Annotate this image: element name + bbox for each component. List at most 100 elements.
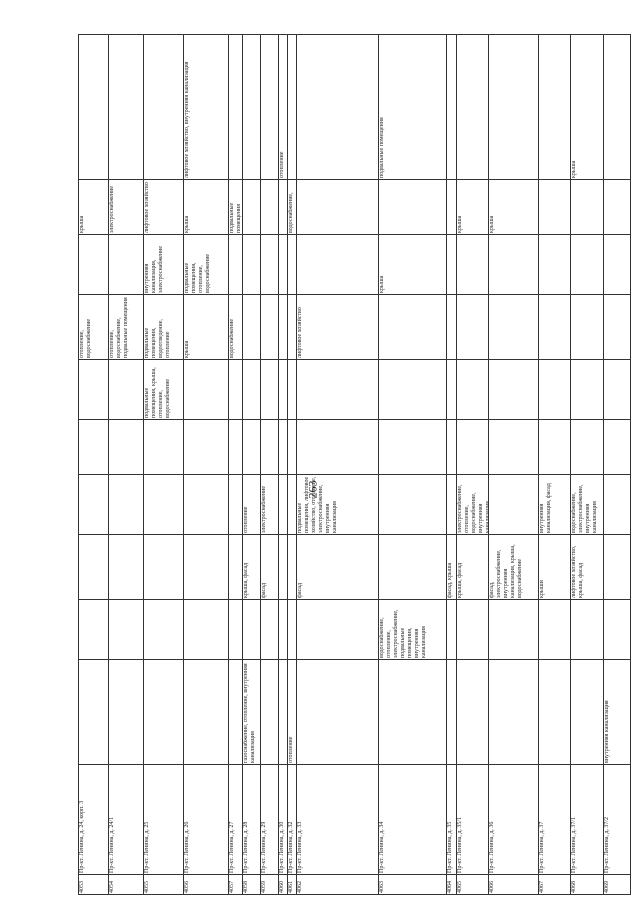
table-cell: 4060: [278, 874, 288, 895]
table-cell: [287, 234, 297, 295]
cell-text: [489, 235, 538, 294]
row-number: 4059: [261, 881, 267, 893]
address: Пр-кт. Ленина, д. 24/1: [109, 816, 115, 873]
cell-text: [109, 35, 143, 179]
table-cell: [108, 359, 144, 420]
table-cell: 4069: [603, 874, 631, 895]
cell-text: крыша: [571, 160, 577, 178]
table-cell: [143, 474, 184, 535]
cell-text: [489, 475, 538, 534]
table-cell: [242, 294, 261, 360]
cell-text: [229, 535, 242, 599]
cell-text: [79, 35, 108, 179]
address: Пр-кт. Ленина, д. 25: [144, 821, 150, 873]
cell-text: электроснабжение: [109, 185, 115, 233]
cell-text: [229, 660, 242, 764]
table-cell: внутренняя канализация, фасад: [538, 474, 571, 535]
table-cell: [242, 419, 261, 475]
cell-text: подвальные помещения, крыша, отопление, …: [144, 367, 171, 418]
table-row: 4055 Пр-кт. Ленина, д. 25 подвальные помещ…: [143, 34, 184, 895]
table-row: 4058 Пр-кт. Ленина, д. 28 газоснабжение, о…: [242, 34, 261, 895]
cell-text: лифтовое хозяйство, крыша, фасад: [571, 545, 584, 598]
table-cell: Пр-кт. Ленина, д. 29: [260, 764, 279, 875]
table-cell: [570, 419, 604, 475]
cell-text: [243, 235, 260, 294]
cell-text: [297, 235, 378, 294]
cell-text: [144, 600, 183, 659]
table-cell: [456, 599, 489, 660]
table-cell: [603, 234, 631, 295]
table: 4053 Пр-кт. Ленина, д. 24, корп. 3 отоплен…: [78, 34, 631, 895]
cell-text: лифтовое хозяйство: [144, 182, 150, 233]
table-cell: Пр-кт. Ленина, д. 35/1: [456, 764, 489, 875]
table-cell: [570, 179, 604, 235]
table-row: 4062 Пр-кт. Ленина, д. 33 фасад подвальные …: [296, 34, 379, 895]
table-cell: [108, 599, 144, 660]
cell-text: крыша: [379, 275, 385, 293]
table-cell: газоснабжение, отопление, внутренняя кан…: [242, 659, 261, 765]
cell-text: крыша, фасад: [457, 562, 463, 598]
table-cell: [108, 659, 144, 765]
table-cell: [143, 534, 184, 600]
table-cell: [570, 599, 604, 660]
cell-text: отопление, водоснабжение, подвальные пом…: [109, 297, 129, 358]
table-cell: [488, 359, 539, 420]
cell-text: [184, 360, 228, 419]
cell-text: [297, 420, 378, 474]
cell-text: подвальные помещения, лифтовое хозяйство…: [297, 476, 338, 533]
table-cell: [538, 34, 571, 180]
table-cell: [278, 179, 288, 235]
table-cell: [488, 234, 539, 295]
table-cell: фасад: [296, 534, 379, 600]
table-cell: крыша: [570, 34, 604, 180]
table-cell: [456, 34, 489, 180]
table-cell: отопление, водоснабжение: [78, 294, 109, 360]
cell-text: [261, 295, 278, 359]
table-row: 4060 Пр-кт. Ленина, д. 30 отопление: [278, 34, 288, 895]
cell-text: [604, 600, 630, 659]
table-cell: 4061: [287, 874, 297, 895]
cell-text: [279, 180, 287, 234]
table-cell: крыша: [488, 179, 539, 235]
cell-text: отопление: [279, 151, 285, 178]
row-number: 4055: [144, 881, 150, 893]
cell-text: фасад: [261, 582, 267, 598]
address: Пр-кт. Ленина, д. 32: [288, 821, 294, 873]
cell-text: [539, 235, 570, 294]
table-cell: [488, 34, 539, 180]
cell-text: [489, 360, 538, 419]
cell-text: [604, 180, 630, 234]
table-cell: Пр-кт. Ленина, д. 35: [446, 764, 457, 875]
table-cell: [78, 599, 109, 660]
table-cell: [446, 659, 457, 765]
cell-text: [447, 35, 456, 179]
table-cell: [242, 359, 261, 420]
table-row: 4061 Пр-кт. Ленина, д. 32 отопление водосна…: [287, 34, 297, 895]
table-cell: [287, 419, 297, 475]
cell-text: [571, 235, 603, 294]
table-cell: [287, 534, 297, 600]
cell-text: [379, 295, 446, 359]
table-wrapper: 4053 Пр-кт. Ленина, д. 24, корп. 3 отоплен…: [78, 34, 631, 895]
cell-text: [243, 360, 260, 419]
cell-text: [288, 420, 296, 474]
table-cell: [260, 599, 279, 660]
cell-text: [379, 475, 446, 534]
cell-text: [229, 600, 242, 659]
table-cell: внутренняя канализация, электроснабжение: [143, 234, 184, 295]
cell-text: крыша: [184, 215, 190, 233]
cell-text: [261, 180, 278, 234]
table-cell: [603, 294, 631, 360]
row-number: 4056: [184, 881, 190, 893]
table-cell: [446, 179, 457, 235]
table-cell: водоснабжение: [228, 294, 243, 360]
table-cell: [456, 419, 489, 475]
row-number: 4066: [489, 881, 495, 893]
table-cell: [183, 474, 229, 535]
cell-text: [457, 360, 488, 419]
table-cell: [603, 599, 631, 660]
row-number: 4058: [243, 881, 249, 893]
cell-text: [539, 35, 570, 179]
cell-text: [539, 420, 570, 474]
